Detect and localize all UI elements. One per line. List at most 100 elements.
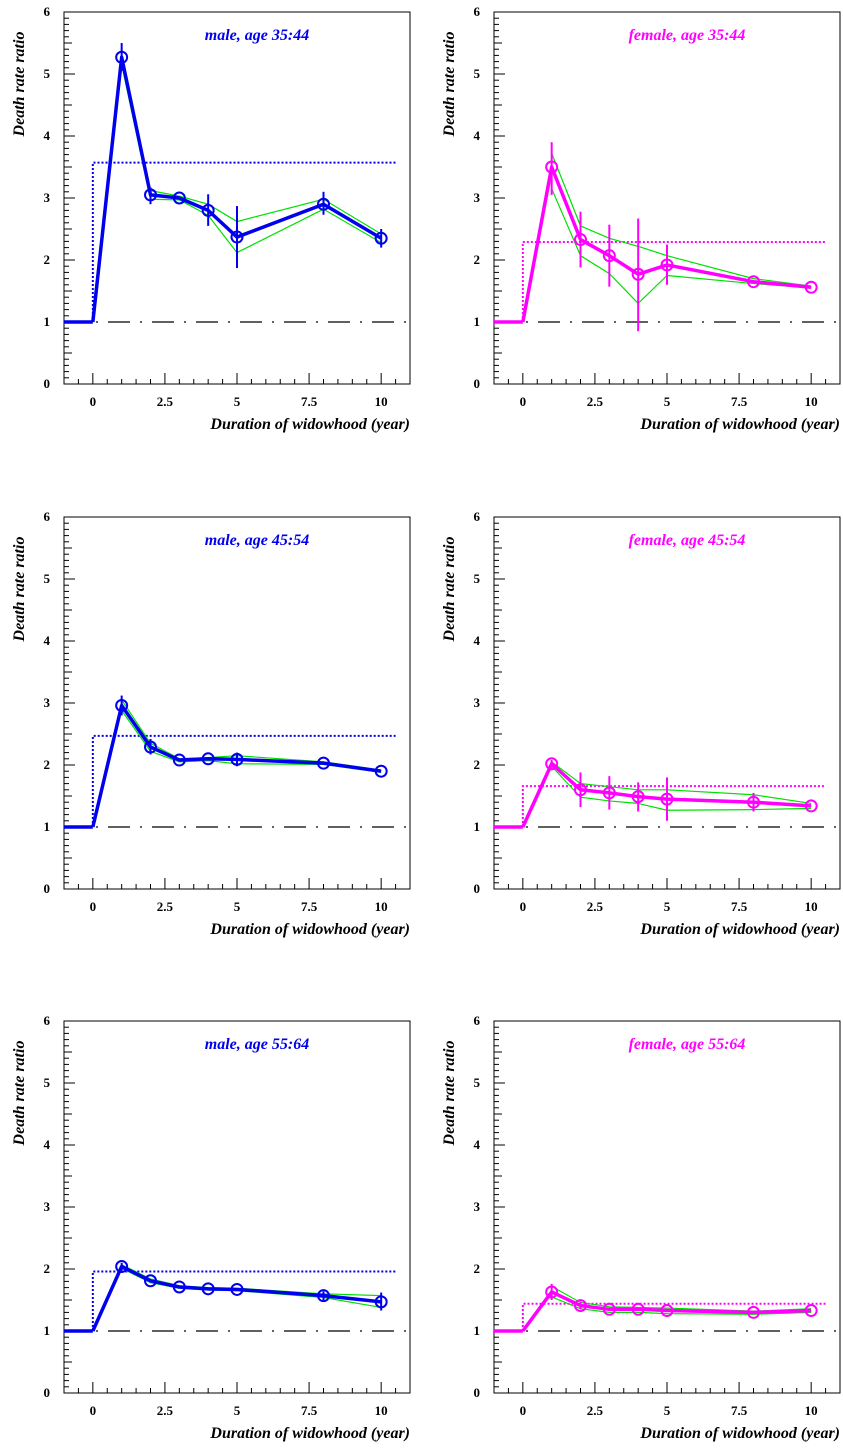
data-point (230, 752, 244, 766)
y-tick-label: 0 (474, 881, 481, 896)
y-tick-label: 1 (44, 819, 51, 834)
data-point (545, 1285, 559, 1299)
y-tick-label: 5 (44, 571, 51, 586)
panel-title: male, age 55:64 (205, 1036, 309, 1053)
overall-ratio-line (91, 161, 396, 322)
y-axis-title: Death rate ratio (441, 32, 458, 138)
y-tick-label: 3 (474, 695, 481, 710)
y-tick-label: 1 (474, 314, 481, 329)
series-line (91, 703, 382, 828)
overall-ratio-line (521, 1302, 826, 1331)
x-tick-label: 0 (90, 899, 97, 914)
x-tick-label: 2.5 (157, 394, 174, 409)
plot-frame (63, 1020, 411, 1394)
x-axis-title: Duration of widowhood (year) (639, 416, 840, 433)
y-tick-label: 5 (474, 1075, 481, 1090)
data-point (660, 1304, 674, 1318)
data-point (804, 280, 818, 294)
data-point (631, 267, 645, 281)
plot-frame (493, 516, 841, 890)
data-point (574, 1299, 587, 1313)
y-tick-label: 1 (474, 819, 481, 834)
panel-title: male, age 45:54 (205, 532, 309, 549)
chart-panel-5: 0 1 2 3 4 5 6 0 2.5 5 7.5 10 Duration of widowhood (… (11, 1013, 411, 1442)
y-tick-label: 0 (474, 1385, 481, 1400)
y-tick-label: 4 (44, 1137, 51, 1152)
data-point (747, 275, 760, 289)
y-tick-label: 0 (44, 881, 51, 896)
y-tick-label: 0 (474, 376, 481, 391)
y-tick-label: 4 (44, 128, 51, 143)
y-axis-title: Death rate ratio (11, 537, 28, 643)
x-tick-label: 0 (90, 1403, 97, 1418)
data-point (631, 790, 645, 804)
data-point (804, 799, 818, 813)
data-point (804, 1304, 818, 1318)
x-tick-label: 5 (234, 1403, 241, 1418)
y-tick-label: 6 (44, 1013, 51, 1028)
x-tick-label: 0 (520, 899, 527, 914)
y-tick-label: 0 (44, 1385, 51, 1400)
x-tick-label: 5 (664, 899, 671, 914)
confidence-band-line (121, 710, 382, 774)
chart-panel-4: 0 1 2 3 4 5 6 0 2.5 5 7.5 10 Duration of widowhood (… (441, 509, 841, 938)
x-tick-label: 7.5 (301, 1403, 318, 1418)
y-tick-label: 1 (44, 314, 51, 329)
overall-ratio-line (521, 785, 826, 827)
y-tick-label: 0 (44, 376, 51, 391)
x-tick-label: 0 (90, 394, 97, 409)
y-tick-label: 3 (44, 1199, 51, 1214)
chart-panel-1: 0 1 2 3 4 5 6 0 2.5 5 7.5 10 Duration of widowhood (… (11, 4, 411, 433)
data-point (602, 786, 616, 800)
y-tick-label: 2 (474, 252, 481, 267)
y-tick-label: 6 (474, 1013, 481, 1028)
x-tick-label: 5 (234, 394, 241, 409)
data-point (374, 231, 388, 245)
y-tick-label: 3 (44, 190, 51, 205)
y-tick-label: 2 (474, 757, 481, 772)
y-tick-label: 3 (474, 1199, 481, 1214)
data-point (545, 160, 559, 174)
series-line (521, 165, 812, 323)
panel-title: male, age 35:44 (205, 27, 309, 44)
chart-panel-6: 0 1 2 3 4 5 6 0 2.5 5 7.5 10 Duration of widowhood (… (441, 1013, 841, 1442)
overall-ratio-line (91, 734, 396, 827)
overall-ratio-line (521, 241, 826, 322)
panel-title: female, age 55:64 (629, 1036, 746, 1053)
data-point (747, 795, 760, 809)
x-tick-label: 2.5 (587, 899, 604, 914)
y-tick-label: 4 (474, 1137, 481, 1152)
data-point (172, 753, 186, 767)
x-tick-label: 10 (375, 899, 388, 914)
y-axis-title: Death rate ratio (441, 537, 458, 643)
plot-frame (493, 1020, 841, 1394)
data-point (144, 740, 157, 754)
x-tick-label: 0 (520, 394, 527, 409)
x-axis-title: Duration of widowhood (year) (209, 1425, 410, 1442)
data-point (317, 1289, 330, 1303)
y-axis-title: Death rate ratio (11, 1041, 28, 1147)
y-tick-label: 5 (44, 1075, 51, 1090)
data-point (631, 1302, 645, 1316)
x-tick-label: 2.5 (587, 394, 604, 409)
x-axis-title: Duration of widowhood (year) (209, 921, 410, 938)
plot-frame (63, 11, 411, 385)
y-tick-label: 2 (474, 1261, 481, 1276)
data-point (747, 1305, 760, 1319)
data-point (317, 197, 330, 211)
y-axis-title: Death rate ratio (441, 1041, 458, 1147)
data-point (545, 757, 559, 771)
y-tick-label: 2 (44, 252, 51, 267)
data-point (317, 756, 330, 770)
y-tick-label: 3 (474, 190, 481, 205)
y-tick-label: 5 (474, 66, 481, 81)
x-axis-title: Duration of widowhood (year) (639, 921, 840, 938)
y-tick-label: 3 (44, 695, 51, 710)
data-point (230, 230, 244, 244)
data-point (201, 752, 215, 766)
data-point (230, 1282, 244, 1296)
data-point (660, 792, 674, 806)
x-tick-label: 10 (805, 1403, 818, 1418)
data-point (172, 1280, 186, 1294)
